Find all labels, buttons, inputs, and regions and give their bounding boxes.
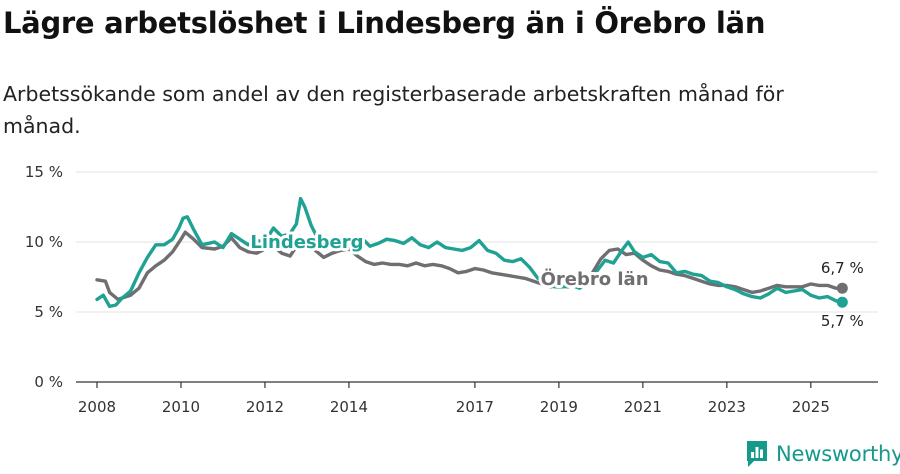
end-label-orebro-lan: 6,7 % — [821, 259, 864, 277]
chart-title: Lägre arbetslöshet i Lindesberg än i Öre… — [3, 6, 766, 40]
x-tick-label: 2012 — [246, 398, 284, 416]
x-axis-ticks: 2008 2010 2012 2014 2017 2019 2021 2023 2025 — [78, 382, 830, 416]
x-tick-label: 2023 — [708, 398, 746, 416]
newsworthy-wordmark: Newsworthy — [776, 442, 900, 466]
x-tick-label: 2021 — [624, 398, 662, 416]
y-tick-label: 0 % — [34, 373, 63, 391]
y-tick-label: 15 % — [25, 163, 63, 181]
y-tick-label: 5 % — [34, 303, 63, 321]
x-tick-label: 2014 — [330, 398, 368, 416]
x-tick-label: 2017 — [456, 398, 494, 416]
chart-subtitle: Arbetssökande som andel av den registerb… — [3, 82, 784, 138]
series-labels: Lindesberg Örebro län 6,7 % 5,7 % — [247, 229, 865, 332]
series-line-lindesberg — [95, 196, 844, 309]
end-point-lindesberg — [836, 296, 848, 308]
series-lines — [95, 196, 848, 309]
y-tick-label: 10 % — [25, 233, 63, 251]
newsworthy-logo: Newsworthy — [745, 440, 900, 468]
series-label-orebro-lan: Örebro län — [541, 268, 649, 290]
end-label-lindesberg: 5,7 % — [821, 312, 864, 330]
newsworthy-logo-icon — [747, 441, 767, 467]
end-point-örebro-län — [836, 282, 848, 294]
x-tick-label: 2019 — [540, 398, 578, 416]
y-axis-ticks: 0 % 5 % 10 % 15 % — [25, 163, 63, 391]
x-tick-label: 2025 — [792, 398, 830, 416]
x-tick-label: 2010 — [162, 398, 200, 416]
series-label-lindesberg: Lindesberg — [250, 232, 363, 253]
x-tick-label: 2008 — [78, 398, 116, 416]
